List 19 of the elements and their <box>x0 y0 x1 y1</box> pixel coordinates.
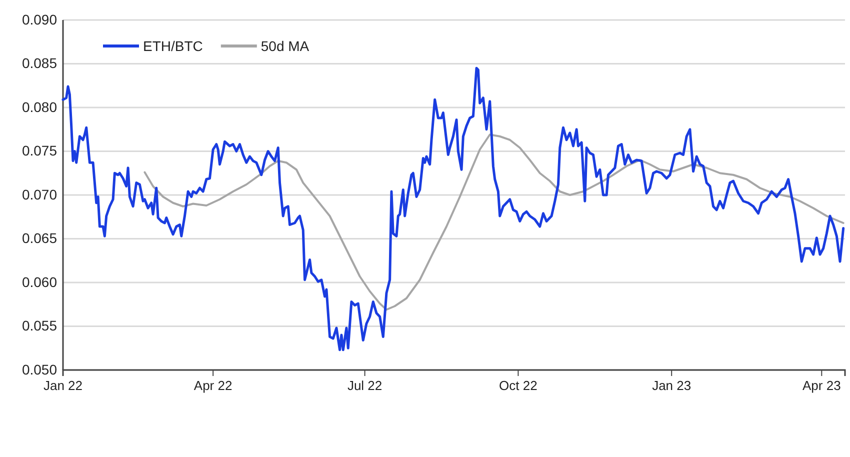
y-tick-label: 0.055 <box>22 318 58 334</box>
x-tick-label: Apr 23 <box>802 378 841 394</box>
x-tick-label: Apr 22 <box>194 378 232 394</box>
line-series <box>62 66 845 352</box>
y-tick-label: 0.050 <box>22 361 58 378</box>
y-tick-label: 0.075 <box>22 142 58 159</box>
y-tick-label: 0.085 <box>22 55 58 72</box>
x-tick-label: Jan 22 <box>43 378 83 394</box>
y-tick-label: 0.065 <box>22 230 58 246</box>
y-tick-label: 0.080 <box>22 98 58 115</box>
y-tick-label: 0.060 <box>22 274 58 290</box>
y-tick-label: 0.070 <box>22 186 58 202</box>
line-series <box>144 134 844 311</box>
x-tick-label: Oct 22 <box>499 378 538 394</box>
x-tick-label: Jan 23 <box>652 378 692 394</box>
y-tick-label: 0.090 <box>22 11 58 28</box>
legend-label: 50d MA <box>260 38 310 54</box>
x-tick-label: Jul 22 <box>347 378 382 394</box>
legend-label: ETH/BTC <box>143 38 203 54</box>
